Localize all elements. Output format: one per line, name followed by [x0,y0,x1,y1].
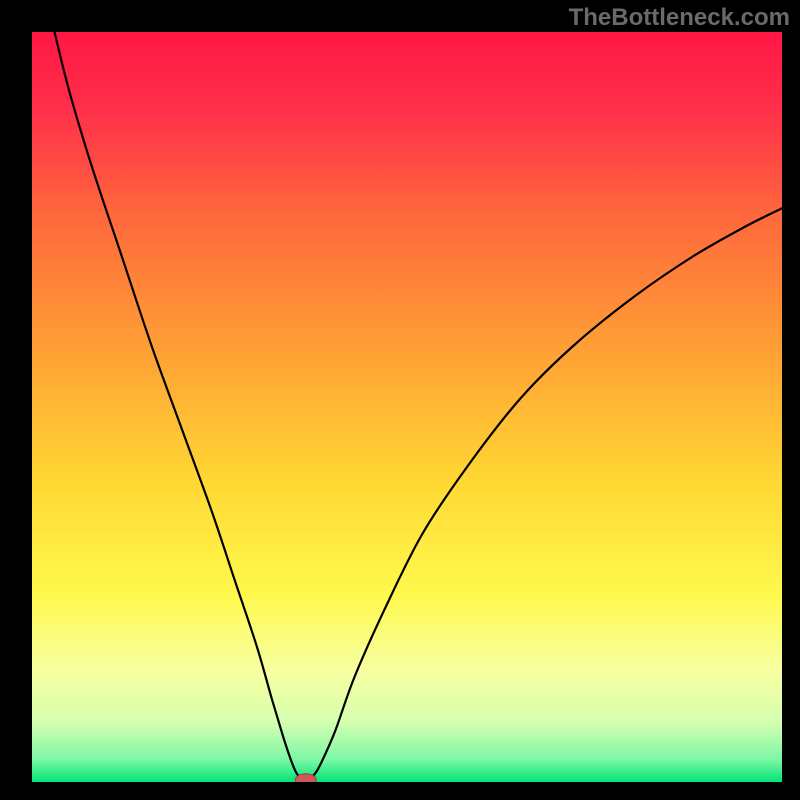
minimum-marker [295,774,316,782]
chart-svg [32,32,782,782]
plot-area [32,32,782,782]
watermark-text: TheBottleneck.com [569,4,790,32]
gradient-background [32,32,782,782]
chart-container: TheBottleneck.com [0,0,800,800]
